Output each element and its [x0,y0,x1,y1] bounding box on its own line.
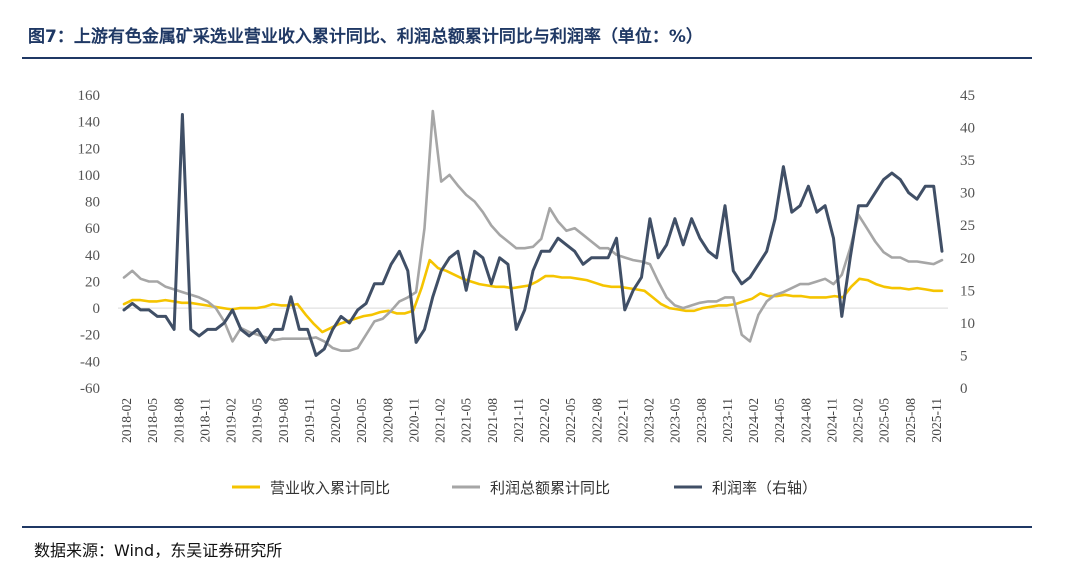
legend-label-1: 营业收入累计同比 [270,479,390,497]
title-divider [22,57,1032,59]
left-axis-tick-label: 20 [85,274,100,290]
left-axis-tick-label: 0 [93,301,101,317]
x-axis-tick-label: 2020-05 [354,398,369,443]
chart-title: 图7：上游有色金属矿采选业营业收入累计同比、利润总额累计同比与利润率（单位：%） [28,27,703,47]
left-axis-tick-label: 160 [78,88,101,104]
x-axis-tick-label: 2021-05 [459,398,474,443]
x-axis-tick-label: 2020-08 [380,398,395,443]
legend-label-3: 利润率（右轴） [712,479,817,497]
x-axis-tick-label: 2023-05 [668,398,683,443]
right-axis-tick-label: 35 [960,153,975,169]
x-axis-tick-label: 2019-02 [224,398,239,443]
left-axis-tick-label: -20 [80,328,100,344]
x-axis-tick-label: 2021-11 [511,398,526,443]
left-axis-tick-label: 60 [85,221,100,237]
series-line-2 [122,109,944,353]
x-axis-tick-label: 2025-02 [851,398,866,443]
right-axis-tick-label: 5 [960,348,968,364]
left-axis-tick-label: -40 [80,354,100,370]
x-axis-tick-label: 2018-11 [197,398,212,443]
x-axis-tick-label: 2019-05 [250,398,265,443]
left-axis-tick-label: -60 [80,381,100,397]
x-axis-tick-label: 2023-11 [720,398,735,443]
right-axis-tick-label: 30 [960,186,975,202]
x-axis-tick-label: 2025-05 [877,398,892,443]
left-axis-tick-label: 40 [85,248,100,264]
x-axis-tick-label: 2022-08 [589,398,604,443]
x-axis-tick-label: 2020-02 [328,398,343,443]
x-axis-tick-label: 2018-08 [171,398,186,443]
x-axis-tick-label: 2023-08 [694,398,709,443]
x-axis-tick-label: 2024-05 [772,398,787,443]
right-axis-tick-label: 20 [960,251,975,267]
legend-label-2: 利润总额累计同比 [490,479,610,497]
x-axis-tick-label: 2018-05 [145,398,160,443]
left-axis-tick-label: 100 [78,168,101,184]
x-axis-tick-label: 2021-08 [485,398,500,443]
x-axis-tick-label: 2021-02 [433,398,448,443]
left-axis-tick-label: 140 [78,115,101,131]
x-axis-tick-label: 2019-11 [302,398,317,443]
x-axis-tick-label: 2022-02 [537,398,552,443]
right-axis-tick-label: 45 [960,88,975,104]
source-note: 数据来源：Wind，东吴证券研究所 [34,541,283,560]
x-axis-tick-label: 2024-02 [746,398,761,443]
x-axis-tick-label: 2024-08 [798,398,813,443]
right-axis-tick-label: 10 [960,316,975,332]
source-divider [22,526,1032,528]
right-axis-tick-label: 0 [960,381,968,397]
x-axis-tick-label: 2024-11 [824,398,839,443]
series-line-1 [122,258,944,334]
x-axis-tick-label: 2023-02 [642,398,657,443]
right-axis-tick-label: 40 [960,121,975,137]
x-axis-tick-label: 2022-05 [563,398,578,443]
x-axis-tick-label: 2020-11 [406,398,421,443]
right-axis-tick-label: 25 [960,218,975,234]
x-axis-tick-label: 2025-11 [929,398,944,443]
x-axis-tick-label: 2025-08 [903,398,918,443]
left-axis-tick-label: 120 [78,141,101,157]
x-axis-tick-label: 2019-08 [276,398,291,443]
x-axis-tick-label: 2018-02 [119,398,134,443]
left-axis-tick-label: 80 [85,195,100,211]
right-axis-tick-label: 15 [960,283,975,299]
x-axis-tick-label: 2022-11 [615,398,630,443]
series-line-3 [122,113,944,357]
